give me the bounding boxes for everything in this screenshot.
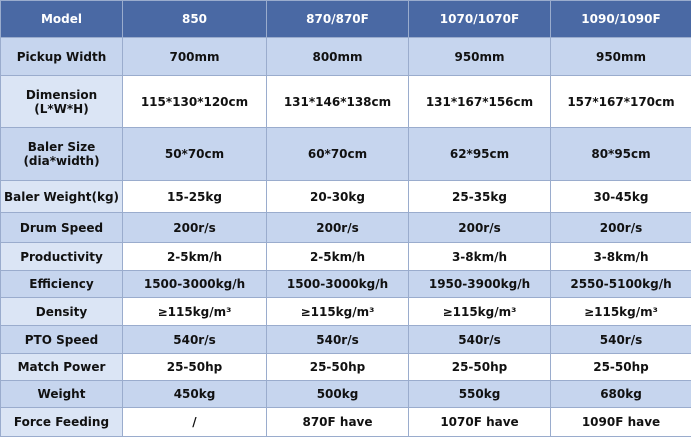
header-cell: 1090/1090F — [551, 1, 691, 38]
cell: 200r/s — [267, 213, 409, 243]
cell: 550kg — [409, 381, 551, 408]
cell: 950mm — [551, 38, 691, 76]
row-label: Drum Speed — [1, 213, 123, 243]
cell: 200r/s — [551, 213, 691, 243]
cell: 540r/s — [551, 326, 691, 354]
row-label: Match Power — [1, 354, 123, 381]
cell: 540r/s — [409, 326, 551, 354]
cell: / — [123, 408, 267, 437]
cell: 700mm — [123, 38, 267, 76]
cell: 3-8km/h — [551, 243, 691, 271]
cell: 540r/s — [123, 326, 267, 354]
row-label: Pickup Width — [1, 38, 123, 76]
row-label: Baler Size (dia*width) — [1, 128, 123, 181]
row-label: Efficiency — [1, 271, 123, 298]
header-cell: 850 — [123, 1, 267, 38]
cell: 2550-5100kg/h — [551, 271, 691, 298]
cell: 25-35kg — [409, 181, 551, 213]
cell: 20-30kg — [267, 181, 409, 213]
cell: 500kg — [267, 381, 409, 408]
cell: 450kg — [123, 381, 267, 408]
row-label: Density — [1, 298, 123, 326]
cell: 1070F have — [409, 408, 551, 437]
cell: 157*167*170cm — [551, 76, 691, 128]
cell: 1950-3900kg/h — [409, 271, 551, 298]
cell: 680kg — [551, 381, 691, 408]
cell: 2-5km/h — [267, 243, 409, 271]
cell: ≥115kg/m³ — [267, 298, 409, 326]
cell: 800mm — [267, 38, 409, 76]
cell: 200r/s — [123, 213, 267, 243]
cell: ≥115kg/m³ — [551, 298, 691, 326]
cell: 25-50hp — [267, 354, 409, 381]
header-cell: 1070/1070F — [409, 1, 551, 38]
cell: 1500-3000kg/h — [123, 271, 267, 298]
cell: ≥115kg/m³ — [409, 298, 551, 326]
cell: 62*95cm — [409, 128, 551, 181]
cell: 1500-3000kg/h — [267, 271, 409, 298]
cell: ≥115kg/m³ — [123, 298, 267, 326]
cell: 200r/s — [409, 213, 551, 243]
cell: 25-50hp — [551, 354, 691, 381]
row-label: Dimension (L*W*H) — [1, 76, 123, 128]
cell: 50*70cm — [123, 128, 267, 181]
table-row: Density≥115kg/m³≥115kg/m³≥115kg/m³≥115kg… — [1, 298, 691, 326]
row-label: Baler Weight(kg) — [1, 181, 123, 213]
cell: 2-5km/h — [123, 243, 267, 271]
row-label: Productivity — [1, 243, 123, 271]
cell: 131*167*156cm — [409, 76, 551, 128]
cell: 25-50hp — [123, 354, 267, 381]
cell: 80*95cm — [551, 128, 691, 181]
cell: 1090F have — [551, 408, 691, 437]
row-label: Weight — [1, 381, 123, 408]
cell: 540r/s — [267, 326, 409, 354]
cell: 30-45kg — [551, 181, 691, 213]
row-label: Force Feeding — [1, 408, 123, 437]
header-cell: 870/870F — [267, 1, 409, 38]
cell: 25-50hp — [409, 354, 551, 381]
cell: 950mm — [409, 38, 551, 76]
cell: 115*130*120cm — [123, 76, 267, 128]
header-cell: Model — [1, 1, 123, 38]
cell: 60*70cm — [267, 128, 409, 181]
cell: 870F have — [267, 408, 409, 437]
cell: 131*146*138cm — [267, 76, 409, 128]
row-label: PTO Speed — [1, 326, 123, 354]
cell: 3-8km/h — [409, 243, 551, 271]
cell: 15-25kg — [123, 181, 267, 213]
